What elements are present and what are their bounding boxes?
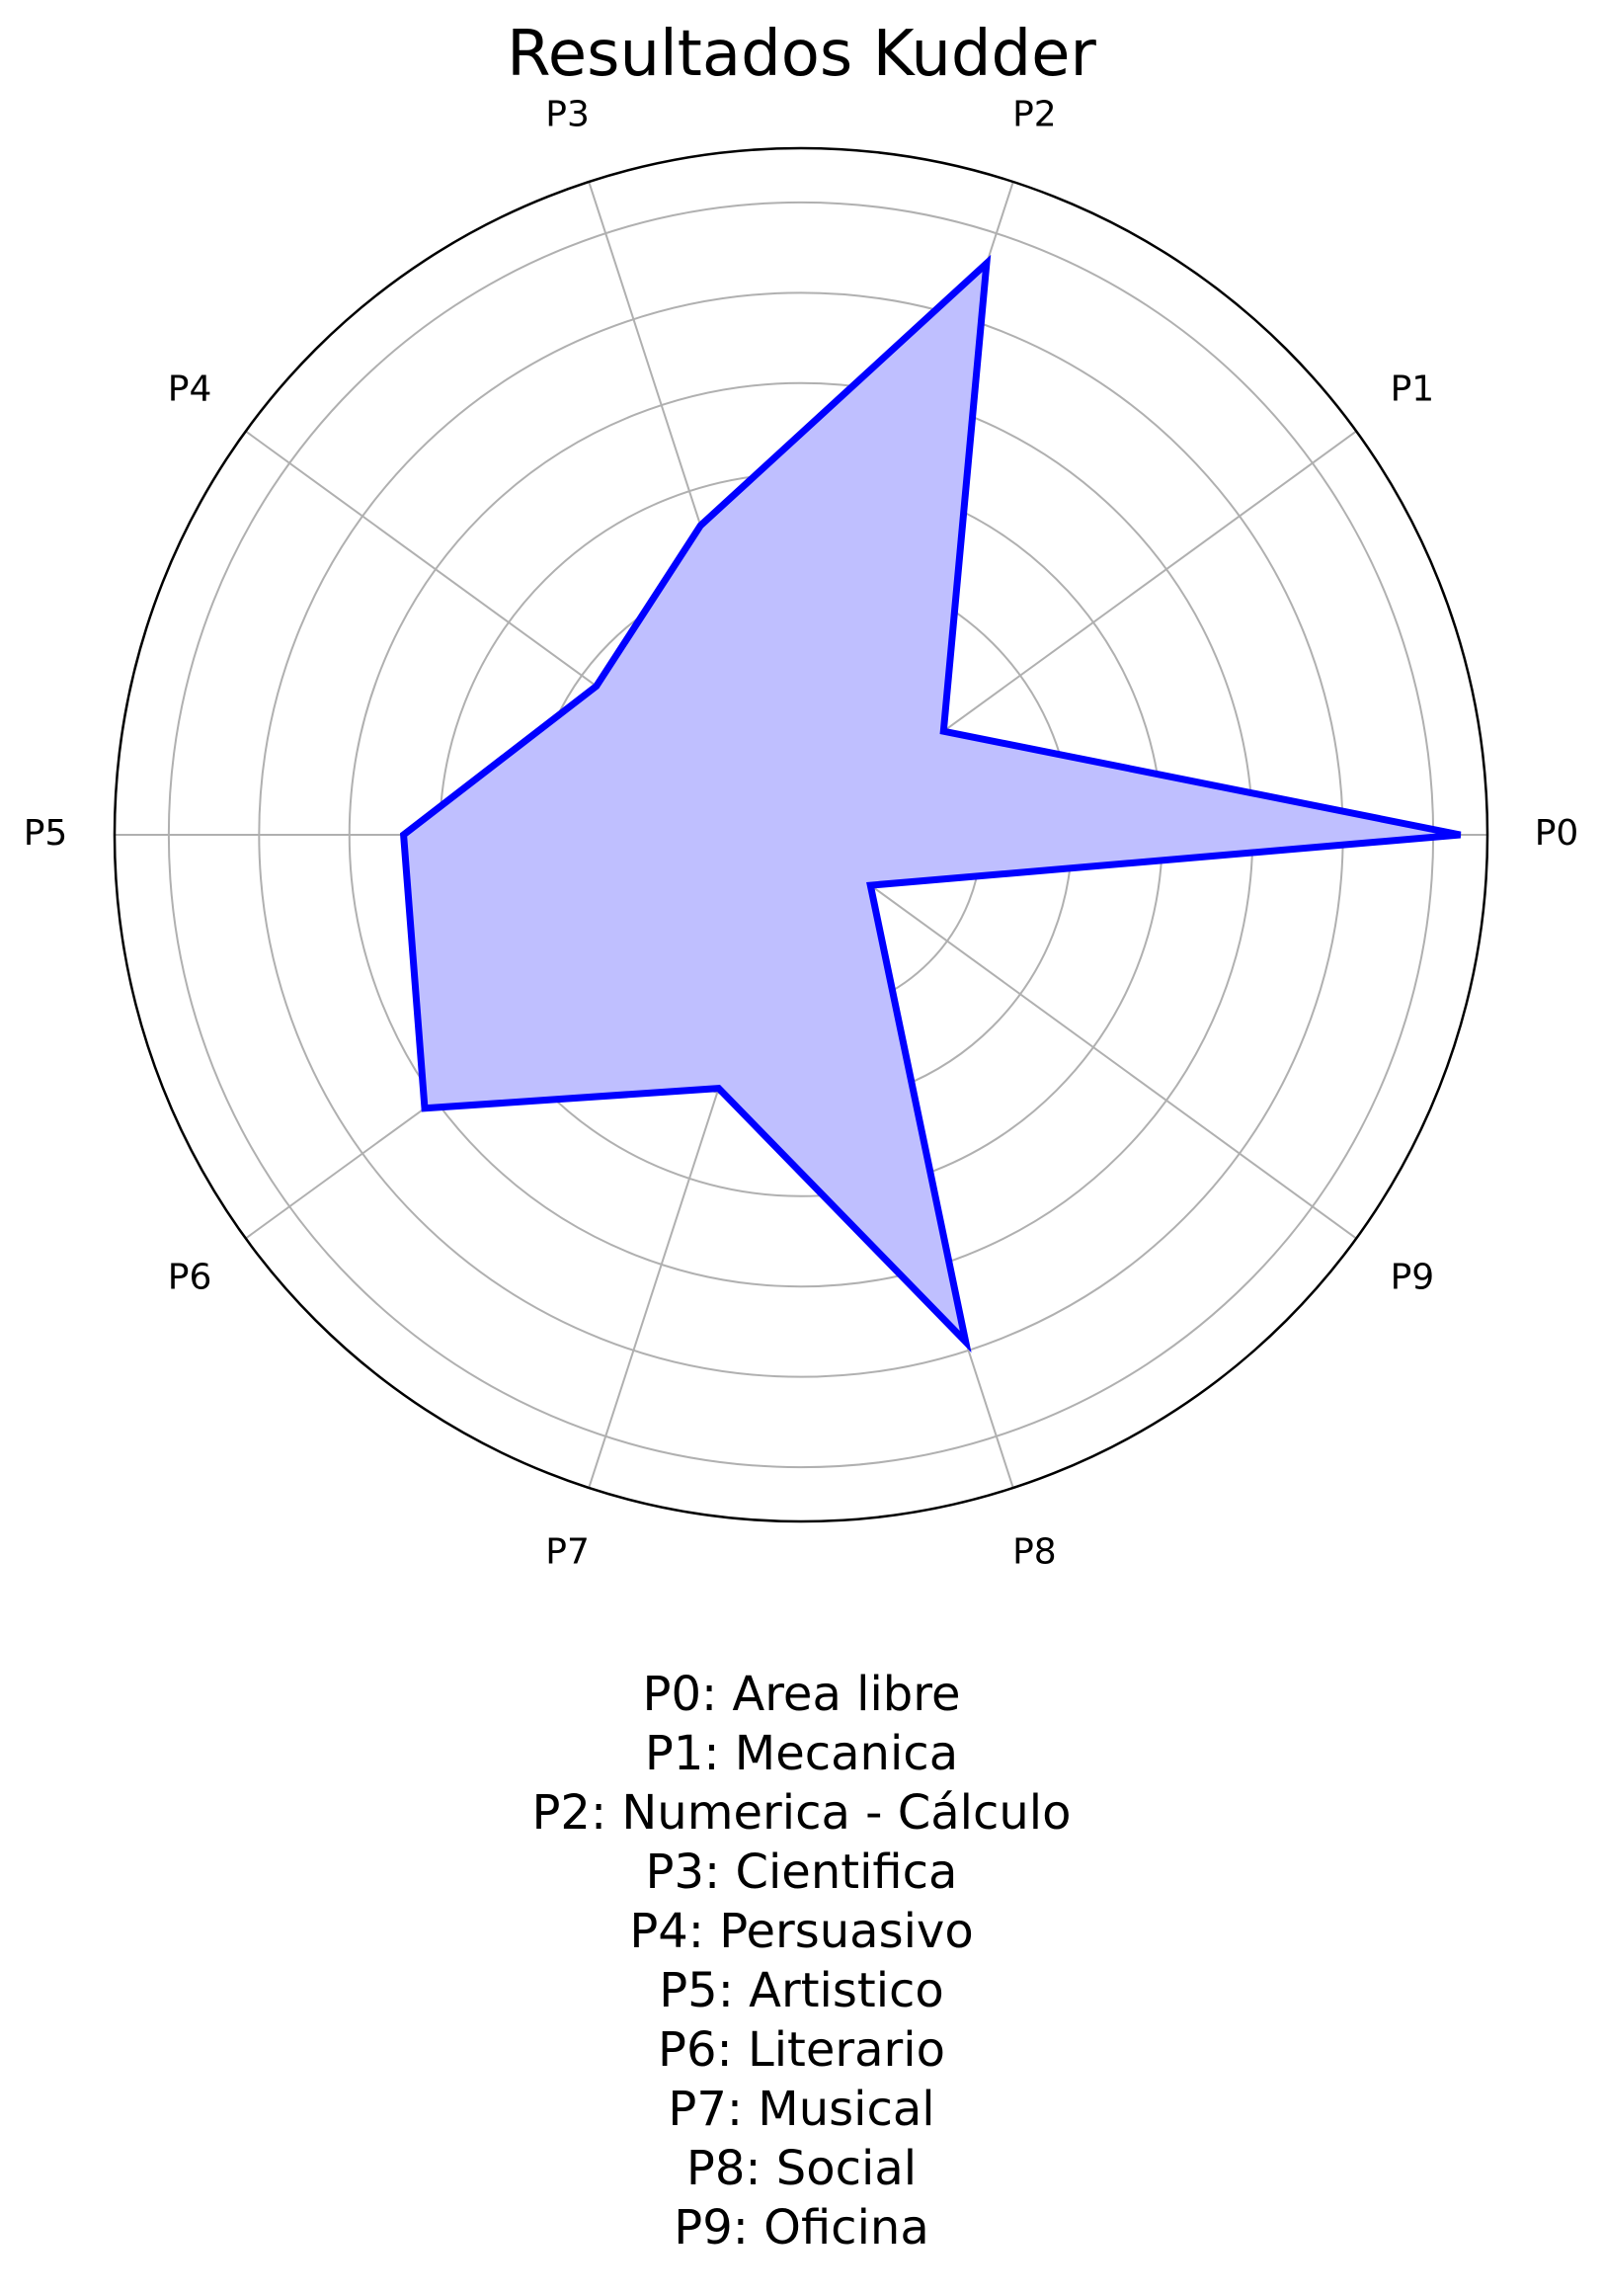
axis-label-p4: P4 [168,369,212,409]
legend-item-p3: P3: Cientifica [645,1845,958,1900]
series-area [403,263,1461,1343]
legend-item-p4: P4: Persuasivo [629,1904,974,1959]
axis-label-p0: P0 [1535,813,1579,854]
series-line [399,254,1462,1353]
legend-item-p7: P7: Musical [668,2082,935,2137]
grid-spoke [800,834,1357,1240]
legend-item-p8: P8: Social [685,2141,918,2196]
axis-label-p1: P1 [1391,369,1435,409]
legend-item-p5: P5: Artistico [659,1963,944,2018]
axis-label-p2: P2 [1012,94,1057,134]
axis-label-p9: P9 [1391,1258,1435,1298]
axis-label-p8: P8 [1012,1532,1057,1573]
chart-title: Resultados Kudder [507,18,1096,91]
legend-item-p2: P2: Numerica - Cálculo [531,1785,1072,1841]
polar-frame [113,146,1489,1523]
legend-item-p9: P9: Oficina [674,2200,929,2255]
radar-chart: P0 P1 P2 P3 P4 P5 P6 P7 P8 P9 [24,94,1579,1572]
axis-label-p5: P5 [24,813,68,854]
legend-item-p6: P6: Literario [658,2022,945,2078]
axis-labels: P0 P1 P2 P3 P4 P5 P6 P7 P8 P9 [24,94,1579,1572]
axis-label-p7: P7 [545,1532,590,1573]
axis-label-p3: P3 [545,94,590,134]
legend-item-p0: P0: Area libre [642,1667,961,1722]
axis-label-p6: P6 [168,1258,212,1298]
legend-item-p1: P1: Mecanica [644,1726,959,1781]
category-legend: P0: Area libre P1: Mecanica P2: Numerica -… [0,1665,1603,2257]
